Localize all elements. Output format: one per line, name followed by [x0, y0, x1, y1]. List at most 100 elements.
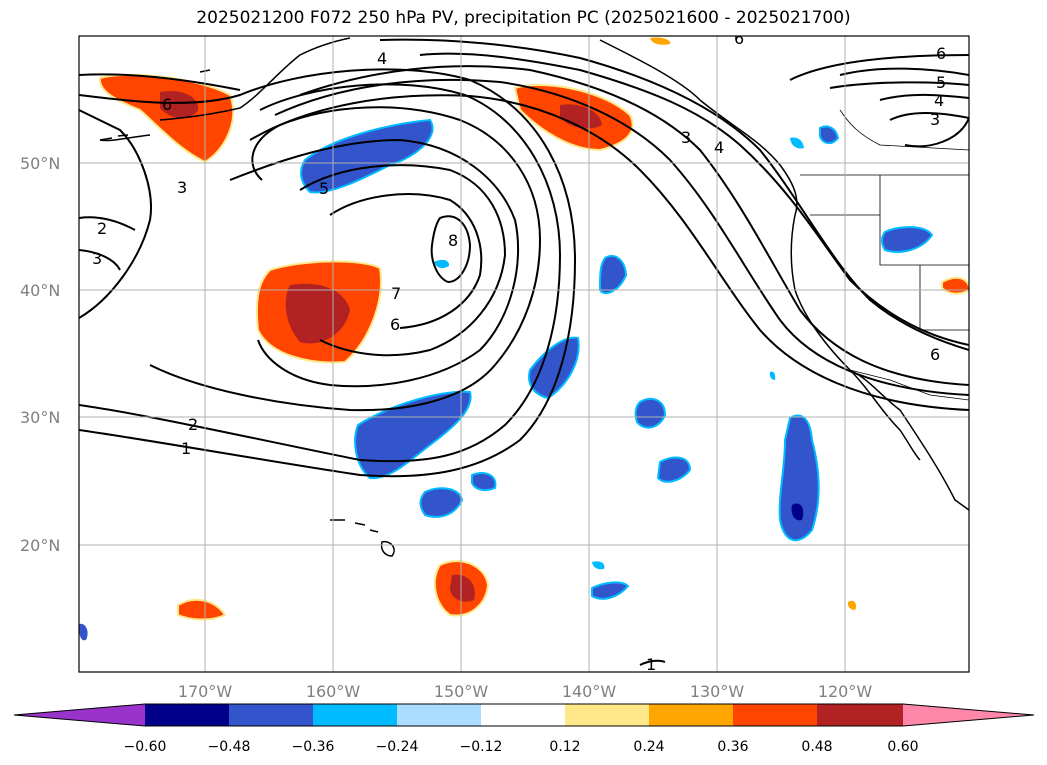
latitude-labels: 50°N 40°N 30°N 20°N — [20, 154, 60, 555]
canada-province-border — [839, 109, 969, 151]
precip-neg-blob — [79, 623, 88, 641]
colorbar-tick-label: −0.60 — [124, 739, 167, 755]
contour-label: 6 — [734, 29, 744, 48]
longitude-labels: 170°W 160°W 150°W 140°W 130°W 120°W — [178, 682, 873, 701]
precip-pos-blob — [177, 598, 227, 621]
alaska-coastline — [159, 37, 351, 121]
colorbar-tick-label: 0.48 — [801, 739, 832, 755]
pv-contour — [639, 659, 666, 666]
colorbar-segment — [481, 704, 565, 726]
pv-contour — [379, 38, 969, 351]
pv-contour — [329, 193, 483, 329]
pv-contour — [274, 78, 969, 396]
pv-contour — [789, 54, 969, 81]
pv-contour — [79, 109, 152, 319]
pv-contour — [249, 94, 969, 411]
precip-neg-blob — [778, 414, 820, 542]
lat-label-40: 40°N — [20, 281, 60, 300]
pv-contour — [299, 164, 507, 357]
contour-label: 5 — [936, 73, 946, 92]
contour-label: 3 — [930, 110, 940, 129]
colorbar-tick-label: −0.24 — [376, 739, 419, 755]
colorbar-segment — [565, 704, 649, 726]
lon-label-170w: 170°W — [178, 682, 233, 701]
gridlines — [79, 36, 969, 672]
baja-coastline — [849, 369, 921, 461]
lon-label-160w: 160°W — [306, 682, 361, 701]
precip-neg-blob — [354, 390, 472, 480]
lon-label-120w: 120°W — [818, 682, 873, 701]
precip-pos-core — [285, 283, 350, 344]
contour-label: 3 — [681, 128, 691, 147]
precip-pos-blob — [941, 276, 969, 295]
precip-neg-blob — [656, 456, 692, 483]
contour-label: 4 — [714, 138, 724, 157]
colorbar-tick-label: −0.48 — [208, 739, 251, 755]
us-state-border — [879, 175, 969, 266]
pv-contour — [829, 67, 969, 148]
contour-label: 8 — [448, 231, 458, 250]
precip-pos-blob — [847, 600, 857, 610]
colorbar-high-extension — [903, 704, 1034, 726]
colorbar-segment — [733, 704, 817, 726]
contour-label: 2 — [97, 219, 107, 238]
colorbar-segment — [145, 704, 229, 726]
colorbar-segment — [817, 704, 903, 726]
contour-labels: 1 2 3 2 3 4 5 6 7 6 8 3 4 6 5 4 3 6 1 6 — [92, 29, 946, 674]
map-border — [78, 35, 970, 673]
precip-neg-blob — [434, 259, 450, 269]
precip-neg-blob — [769, 371, 776, 380]
pv-contour — [79, 216, 136, 271]
colorbar-tick-label: 0.12 — [549, 739, 580, 755]
contour-label: 5 — [319, 179, 329, 198]
pv-contour — [299, 65, 969, 386]
lon-label-150w: 150°W — [434, 682, 489, 701]
precip-neg-blob — [419, 487, 464, 518]
contour-label: 1 — [646, 655, 656, 674]
colorbar-tick-label: 0.24 — [633, 739, 664, 755]
colorbar-low-extension — [14, 704, 145, 726]
map-title: 2025021200 F072 250 hPa PV, precipitatio… — [196, 8, 851, 28]
contour-label: 6 — [162, 95, 172, 114]
precip-pos-core — [160, 90, 199, 119]
pv-contour — [419, 52, 969, 346]
colorbar-tick-label: 0.36 — [717, 739, 748, 755]
colorbar-segment — [313, 704, 397, 726]
pv-contour — [79, 83, 562, 463]
lon-label-130w: 130°W — [690, 682, 745, 701]
colorbar-segment — [397, 704, 481, 726]
precip-neg-blob — [528, 336, 580, 400]
lat-label-20: 20°N — [20, 536, 60, 555]
precip-neg-blob — [471, 472, 497, 492]
contour-label: 7 — [391, 284, 401, 303]
alaska-coastline — [99, 134, 151, 142]
precip-neg-blob — [881, 226, 934, 253]
contour-label: 4 — [934, 91, 944, 110]
precip-neg-blob — [591, 581, 630, 600]
contour-label: 2 — [188, 415, 198, 434]
lon-label-140w: 140°W — [562, 682, 617, 701]
contour-label: 4 — [377, 49, 387, 68]
precip-neg-blob — [819, 125, 840, 144]
precip-neg-core — [791, 503, 804, 521]
precip-neg-blob — [598, 255, 628, 295]
colorbar-segment — [649, 704, 733, 726]
contour-label: 1 — [181, 439, 191, 458]
pv-contour — [79, 73, 241, 91]
contour-label: 3 — [177, 178, 187, 197]
lat-label-30: 30°N — [20, 408, 60, 427]
se-alaska-coastline — [599, 39, 798, 216]
positive-precip-areas — [98, 37, 969, 621]
pv-contour — [430, 215, 472, 284]
colorbar-tick-label: −0.36 — [292, 739, 335, 755]
contour-label: 6 — [390, 315, 400, 334]
colorbar-tick-label: −0.12 — [460, 739, 503, 755]
precip-neg-blob — [790, 137, 804, 149]
contour-label: 6 — [936, 44, 946, 63]
precip-pos-core — [450, 574, 475, 602]
hawaii-island — [330, 519, 395, 557]
precip-pos-blob — [650, 37, 671, 45]
colorbar: −0.60 −0.48 −0.36 −0.24 −0.12 0.12 0.24 … — [13, 703, 1035, 755]
colorbar-segment — [229, 704, 313, 726]
